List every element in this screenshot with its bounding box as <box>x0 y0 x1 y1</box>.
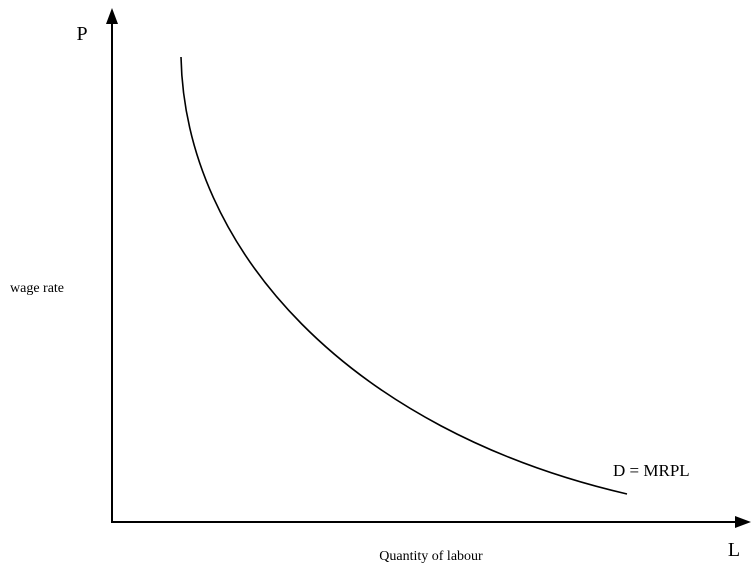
y-axis-label: P <box>76 23 87 45</box>
x-axis-label: L <box>728 539 740 561</box>
x-axis-arrow <box>735 516 751 528</box>
y-axis-title: wage rate <box>10 281 64 296</box>
demand-curve <box>180 56 628 495</box>
y-axis-arrow <box>106 8 118 24</box>
x-axis-title: Quantity of labour <box>379 549 483 564</box>
curve-label: D = MRPL <box>613 461 690 480</box>
